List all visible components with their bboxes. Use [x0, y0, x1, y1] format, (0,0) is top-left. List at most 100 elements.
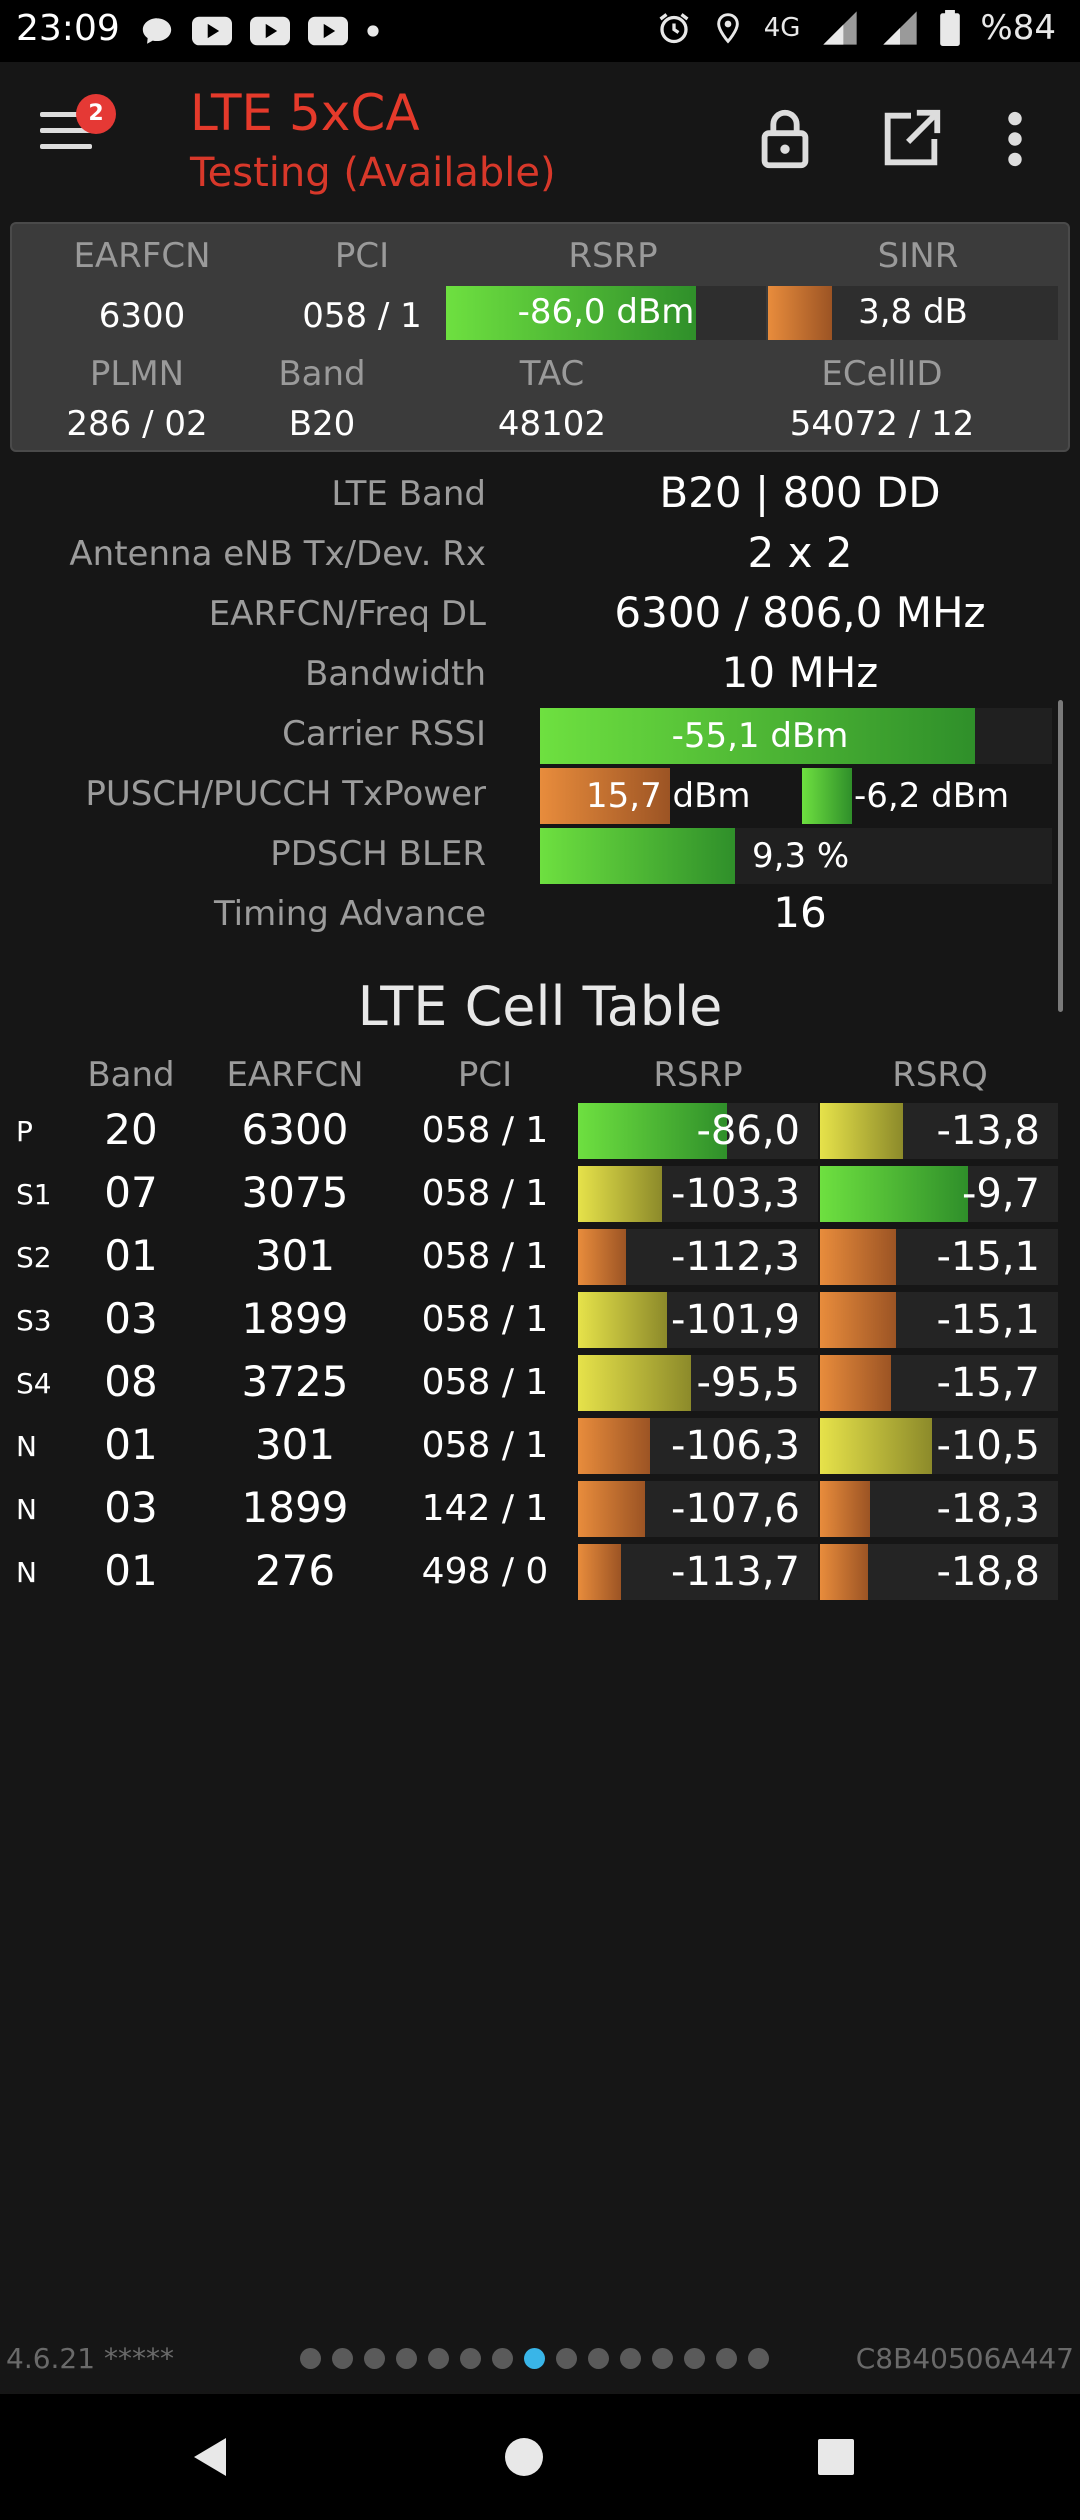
- label-lte-band: LTE Band: [331, 474, 486, 514]
- value-antenna: 2 x 2: [747, 528, 853, 577]
- cell-earfcn: 3725: [241, 1357, 349, 1406]
- cell-band: 07: [104, 1168, 158, 1217]
- rsrp-meter-fill: [578, 1481, 646, 1537]
- page-dot[interactable]: [620, 2348, 641, 2369]
- page-dot[interactable]: [300, 2348, 321, 2369]
- cell-band: 08: [104, 1357, 158, 1406]
- rsrq-meter-fill: [820, 1355, 892, 1411]
- rsrp-meter: -106,3: [578, 1418, 818, 1474]
- col-header-rsrq: RSRQ: [892, 1055, 988, 1095]
- back-button[interactable]: [150, 2394, 270, 2520]
- cell-rsrq: -18,8: [936, 1549, 1041, 1595]
- sinr-value: 3,8 dB: [858, 292, 968, 332]
- cell-type: N: [16, 1556, 37, 1589]
- cell-type: S2: [16, 1241, 52, 1274]
- home-button[interactable]: [464, 2394, 584, 2520]
- cell-rsrp: -86,0: [696, 1108, 801, 1154]
- rsrq-meter-fill: [820, 1292, 897, 1348]
- plmn-value: 286 / 02: [66, 404, 208, 444]
- cell-rsrq: -15,7: [936, 1360, 1041, 1406]
- device-id: C8B40506A447: [855, 2342, 1074, 2375]
- signal-icon: [823, 11, 858, 45]
- page-indicator[interactable]: [300, 2348, 769, 2369]
- cell-earfcn: 1899: [241, 1294, 349, 1343]
- cell-rsrq: -10,5: [936, 1423, 1041, 1469]
- header-sinr: SINR: [877, 236, 959, 276]
- youtube-icon: [308, 16, 348, 46]
- hamburger-icon: [40, 112, 92, 117]
- cell-rsrp: -113,7: [671, 1549, 800, 1595]
- cell-band: 03: [104, 1294, 158, 1343]
- rsrp-value: -86,0 dBm: [517, 292, 695, 332]
- overflow-menu-button[interactable]: [990, 104, 1040, 174]
- earfcn-value: 6300: [98, 296, 186, 336]
- notification-badge: 2: [76, 94, 116, 134]
- lock-button[interactable]: [750, 104, 820, 174]
- tac-value: 48102: [497, 404, 607, 444]
- back-triangle-icon: [194, 2438, 226, 2476]
- rsrp-meter: -86,0 dBm: [446, 286, 766, 340]
- cell-rsrq: -13,8: [936, 1108, 1041, 1154]
- col-header-earfcn: EARFCN: [226, 1055, 364, 1095]
- cell-earfcn: 1899: [241, 1483, 349, 1532]
- rsrq-meter: -15,1: [820, 1292, 1058, 1348]
- pdsch-bler-meter: 9,3 %: [540, 828, 1052, 884]
- carrier-rssi-meter: -55,1 dBm: [540, 708, 1052, 764]
- app-version: 4.6.21 *****: [6, 2342, 174, 2375]
- menu-button[interactable]: [40, 112, 100, 162]
- value-bandwidth: 10 MHz: [721, 648, 879, 697]
- page-dot[interactable]: [652, 2348, 673, 2369]
- youtube-icon: [250, 16, 290, 46]
- rsrq-meter-fill: [820, 1544, 868, 1600]
- network-type: 4G: [763, 13, 801, 43]
- lock-icon: [761, 109, 809, 169]
- open-external-button[interactable]: [876, 104, 946, 174]
- cell-type: S1: [16, 1178, 52, 1211]
- page-dot[interactable]: [588, 2348, 609, 2369]
- cell-pci: 058 / 1: [421, 1299, 549, 1340]
- cell-pci: 058 / 1: [421, 1236, 549, 1277]
- page-dot[interactable]: [396, 2348, 417, 2369]
- page-dot[interactable]: [364, 2348, 385, 2369]
- status-time: 23:09: [16, 8, 120, 49]
- pucch-power-fill: [802, 768, 852, 824]
- value-pdsch-bler: 9,3 %: [752, 836, 850, 876]
- rsrq-meter-fill: [820, 1103, 904, 1159]
- status-bar: 23:09 4G %84: [0, 0, 1080, 62]
- page-dot[interactable]: [556, 2348, 577, 2369]
- cell-pci: 058 / 1: [421, 1425, 549, 1466]
- carrier-rssi-fill: [540, 708, 976, 764]
- header-plmn: PLMN: [89, 354, 185, 394]
- page-dot[interactable]: [332, 2348, 353, 2369]
- page-dot[interactable]: [428, 2348, 449, 2369]
- rsrp-meter-fill: [578, 1355, 691, 1411]
- scrollbar[interactable]: [1058, 700, 1063, 1012]
- page-dot[interactable]: [684, 2348, 705, 2369]
- rsrq-meter: -9,7: [820, 1166, 1058, 1222]
- page-dot[interactable]: [716, 2348, 737, 2369]
- notification-icons: [140, 14, 380, 48]
- header-pci: PCI: [334, 236, 390, 276]
- cell-rsrp: -103,3: [671, 1171, 800, 1217]
- cell-rsrq: -9,7: [961, 1171, 1040, 1217]
- page-dot[interactable]: [492, 2348, 513, 2369]
- label-antenna: Antenna eNB Tx/Dev. Rx: [69, 534, 486, 574]
- recents-button[interactable]: [776, 2394, 896, 2520]
- rsrp-meter-fill: [578, 1166, 662, 1222]
- rsrp-meter-fill: [446, 286, 696, 340]
- youtube-icon: [192, 16, 232, 46]
- cell-type: N: [16, 1493, 37, 1526]
- band-value: B20: [288, 404, 356, 444]
- value-pucch: -6,2 dBm: [854, 776, 1010, 816]
- rsrp-meter: -113,7: [578, 1544, 818, 1600]
- page-dot[interactable]: [748, 2348, 769, 2369]
- header-band: Band: [278, 354, 366, 394]
- header-tac: TAC: [519, 354, 585, 394]
- cell-band: 01: [104, 1420, 158, 1469]
- label-tx-power: PUSCH/PUCCH TxPower: [85, 774, 486, 814]
- page-dot[interactable]: [524, 2348, 545, 2369]
- page-dot[interactable]: [460, 2348, 481, 2369]
- cell-earfcn: 3075: [241, 1168, 349, 1217]
- rsrp-meter-fill: [578, 1544, 622, 1600]
- rsrq-meter: -15,1: [820, 1229, 1058, 1285]
